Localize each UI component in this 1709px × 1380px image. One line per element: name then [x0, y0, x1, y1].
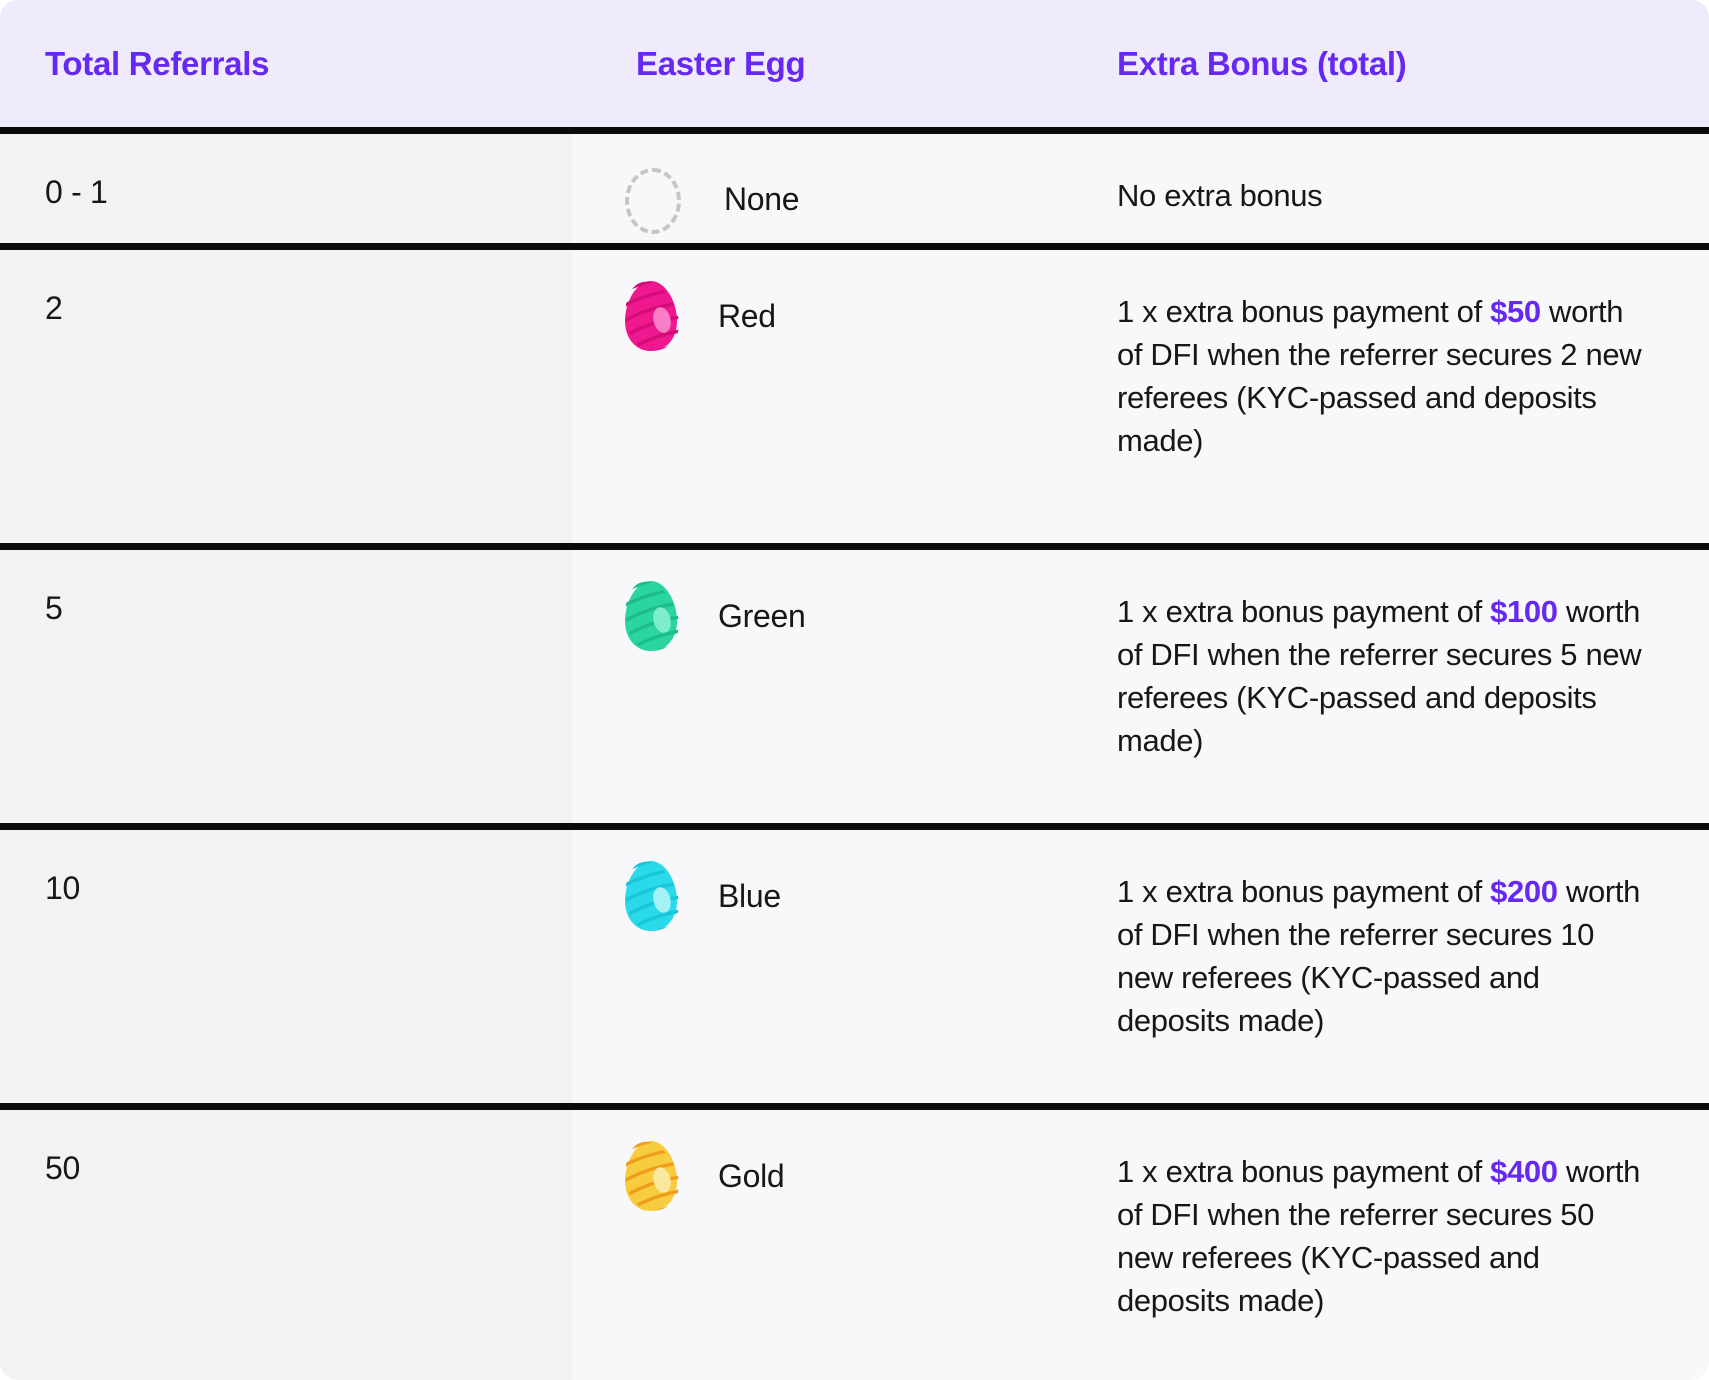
referrals-cell: 0 - 1	[0, 134, 572, 243]
egg-cell: Gold	[572, 1110, 1117, 1380]
table-row-blue: 10 Blue	[0, 830, 1709, 1103]
easter-egg-icon-blue	[620, 860, 682, 932]
header-total-referrals: Total Referrals	[0, 0, 572, 127]
egg-cell: Blue	[572, 830, 1117, 1103]
table-row-none: 0 - 1 None No extra bonus	[0, 134, 1709, 243]
egg-name: Gold	[718, 1157, 785, 1194]
referrals-value: 50	[45, 1150, 80, 1186]
referrals-cell: 10	[0, 830, 572, 1103]
referrals-cell: 2	[0, 250, 572, 543]
bonus-text: 1 x extra bonus payment of $200 worth of…	[1117, 874, 1641, 1038]
referrals-cell: 50	[0, 1110, 572, 1380]
referrals-value: 10	[45, 870, 80, 906]
bonus-cell: 1 x extra bonus payment of $400 worth of…	[1117, 1110, 1709, 1380]
table-row-green: 5 Green	[0, 550, 1709, 823]
egg-name: None	[724, 180, 800, 217]
egg-cell: Green	[572, 550, 1117, 823]
referrals-cell: 5	[0, 550, 572, 823]
bonus-cell: No extra bonus	[1117, 134, 1709, 243]
bonus-amount: $200	[1490, 874, 1558, 909]
header-easter-egg: Easter Egg	[572, 0, 1117, 127]
row-divider	[0, 823, 1709, 830]
bonus-amount: $50	[1490, 294, 1541, 329]
bonus-text: 1 x extra bonus payment of $400 worth of…	[1117, 1154, 1641, 1318]
no-egg-icon	[625, 168, 681, 234]
header-extra-bonus: Extra Bonus (total)	[1117, 0, 1709, 127]
easter-egg-icon-green	[620, 580, 682, 652]
table-row-red: 2 Red	[0, 250, 1709, 543]
row-divider	[0, 543, 1709, 550]
easter-egg-icon-red	[620, 280, 682, 352]
referrals-value: 2	[45, 290, 63, 326]
referrals-value: 0 - 1	[45, 174, 108, 210]
egg-name: Green	[718, 597, 806, 634]
table-header-row: Total Referrals Easter Egg Extra Bonus (…	[0, 0, 1709, 127]
egg-name: Blue	[718, 877, 781, 914]
header-label: Total Referrals	[45, 44, 270, 82]
bonus-amount: $100	[1490, 594, 1558, 629]
egg-name: Red	[718, 297, 776, 334]
table-row-gold: 50 Gold	[0, 1110, 1709, 1380]
bonus-text: 1 x extra bonus payment of $50 worth of …	[1117, 294, 1642, 458]
bonus-text: No extra bonus	[1117, 178, 1323, 213]
bonus-cell: 1 x extra bonus payment of $200 worth of…	[1117, 830, 1709, 1103]
bonus-cell: 1 x extra bonus payment of $100 worth of…	[1117, 550, 1709, 823]
easter-egg-icon-gold	[620, 1140, 682, 1212]
header-label: Extra Bonus (total)	[1117, 44, 1407, 82]
egg-cell: None	[572, 134, 1117, 243]
egg-cell: Red	[572, 250, 1117, 543]
bonus-cell: 1 x extra bonus payment of $50 worth of …	[1117, 250, 1709, 543]
header-label: Easter Egg	[636, 44, 806, 82]
bonus-text: 1 x extra bonus payment of $100 worth of…	[1117, 594, 1642, 758]
row-divider	[0, 1103, 1709, 1110]
row-divider	[0, 127, 1709, 134]
referrals-value: 5	[45, 590, 63, 626]
bonus-amount: $400	[1490, 1154, 1558, 1189]
row-divider	[0, 243, 1709, 250]
